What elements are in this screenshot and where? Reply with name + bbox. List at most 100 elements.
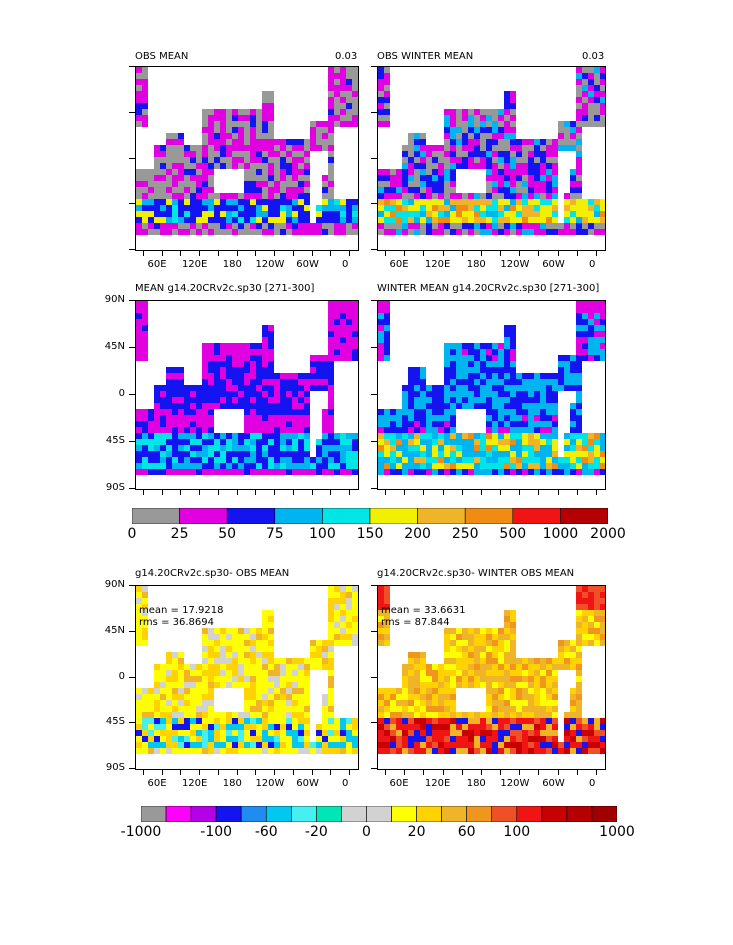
colorbar-swatch — [464, 507, 514, 525]
x-tick-label: 120W — [255, 259, 285, 270]
colorbar-label: 200 — [404, 526, 431, 542]
colorbar-swatch — [366, 805, 392, 823]
colorbar-swatch — [591, 805, 618, 823]
panel-title: g14.20CRv2c.sp30- WINTER OBS MEAN — [377, 568, 575, 579]
x-tick — [538, 250, 540, 256]
y-tick-label: 45S — [105, 435, 125, 446]
colorbar-label: 50 — [218, 526, 237, 542]
colorbar-swatch — [226, 507, 276, 525]
x-tick — [217, 769, 219, 775]
y-tick-label: 0 — [118, 388, 125, 399]
colorbar-label: 100 — [309, 526, 336, 542]
stat-rms: rms = 87.844 — [381, 617, 450, 628]
y-tick — [371, 111, 377, 113]
y-tick — [129, 300, 135, 301]
x-tick — [292, 489, 294, 495]
stat-rms: rms = 36.8694 — [139, 617, 214, 628]
colorbar-label: 150 — [356, 526, 384, 542]
panel-value: 0.03 — [335, 51, 358, 62]
x-tick — [292, 769, 294, 775]
colorbar-bottom — [140, 805, 618, 826]
x-tick-label: 0 — [588, 259, 596, 270]
colorbar-swatch — [491, 805, 518, 823]
x-tick — [404, 250, 406, 256]
x-tick — [255, 250, 257, 256]
x-tick — [180, 250, 182, 256]
x-tick — [199, 250, 201, 256]
panel-value: 0.03 — [582, 51, 605, 62]
x-tick — [557, 250, 559, 256]
x-tick — [255, 489, 257, 495]
y-tick — [129, 630, 135, 632]
colorbar-top — [131, 507, 609, 528]
map-frame — [135, 300, 359, 490]
y-tick-label: 0 — [118, 670, 125, 682]
y-tick-label: 45S — [105, 716, 125, 728]
y-tick — [371, 203, 377, 205]
y-tick — [129, 441, 135, 442]
y-tick — [371, 441, 377, 442]
y-tick — [371, 300, 377, 301]
x-tick — [161, 250, 163, 256]
x-tick — [500, 769, 502, 775]
x-tick — [311, 250, 313, 256]
colorbar-swatch — [391, 805, 417, 823]
y-tick-label: 90N — [104, 294, 125, 305]
colorbar-label: -60 — [254, 824, 278, 840]
y-tick — [371, 722, 377, 724]
x-tick — [423, 769, 425, 775]
x-tick — [143, 250, 144, 256]
colorbar-swatch — [316, 805, 342, 823]
y-tick — [371, 630, 377, 632]
x-tick — [311, 769, 313, 775]
map-frame — [135, 66, 359, 251]
x-tick — [596, 250, 597, 256]
x-tick — [596, 489, 597, 495]
y-tick — [371, 66, 377, 67]
x-tick-label: 120W — [255, 778, 285, 789]
colorbar-swatch — [560, 507, 609, 525]
x-tick — [557, 489, 559, 495]
colorbar-swatch — [566, 805, 593, 823]
x-tick-label: 60W — [296, 778, 319, 789]
x-tick — [576, 769, 578, 775]
map-frame — [377, 300, 606, 490]
x-tick — [423, 250, 425, 256]
x-tick — [385, 769, 386, 775]
x-tick — [349, 250, 350, 256]
y-tick-label: 90N — [104, 579, 125, 590]
colorbar-label: 20 — [407, 824, 426, 840]
x-tick — [311, 489, 313, 495]
x-tick — [180, 489, 182, 495]
x-tick — [255, 769, 257, 775]
map-frame — [377, 585, 606, 770]
panel-title: OBS MEAN — [135, 51, 189, 62]
colorbar-label: -20 — [304, 824, 328, 840]
panel-title: MEAN g14.20CRv2c.sp30 [271-300] — [135, 283, 315, 294]
x-tick — [349, 489, 350, 495]
x-tick — [292, 250, 294, 256]
x-tick — [180, 769, 182, 775]
colorbar-label: 1000 — [599, 824, 635, 840]
y-tick — [129, 347, 135, 348]
x-tick — [423, 489, 425, 495]
colorbar-swatch — [274, 507, 323, 525]
y-tick-label: 90S — [105, 762, 125, 773]
x-tick — [480, 489, 482, 495]
colorbar-label: 250 — [451, 526, 479, 542]
colorbar-swatch — [190, 805, 217, 823]
x-tick-label: 60E — [389, 259, 409, 270]
x-tick — [596, 769, 597, 775]
colorbar-swatch — [417, 507, 466, 525]
x-tick-label: 60E — [147, 259, 167, 270]
x-tick-label: 120E — [424, 778, 451, 789]
colorbar-swatch — [179, 507, 228, 525]
x-tick — [442, 250, 444, 256]
x-tick — [143, 769, 144, 775]
colorbar-label: -100 — [200, 824, 233, 840]
y-tick — [129, 203, 135, 205]
x-tick — [330, 769, 332, 775]
colorbar-swatch — [466, 805, 493, 823]
x-tick — [236, 250, 238, 256]
map-frame — [377, 66, 606, 251]
